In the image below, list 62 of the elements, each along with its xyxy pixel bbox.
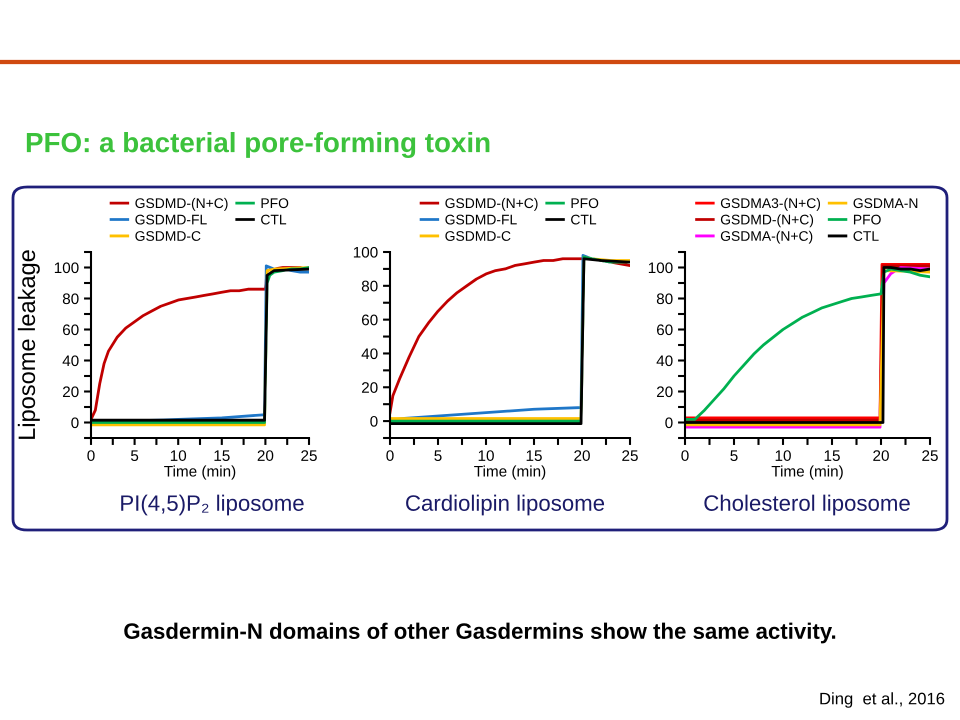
legend-label: PFO [572,198,598,208]
y-tick-label: 100 [354,246,378,258]
y-tick-label: 0 [665,417,673,428]
text: Ding et al., 2016 [820,692,944,708]
y-tick-label: 40 [62,355,79,366]
text: Cardiolipin liposome [406,494,604,516]
x-tick-label: 20 [574,450,590,462]
y-tick-label: 40 [362,348,378,360]
legend-label: CTL [261,214,286,224]
legend-label: PFO [854,214,881,224]
x-tick-label: 10 [478,450,494,462]
y-tick-label: 60 [656,324,673,336]
x-tick-label: 5 [130,450,138,462]
y-tick-label: 80 [656,293,673,304]
y-tick-label: 20 [362,382,378,393]
legend-label: GSDMD-(N+C) [720,214,814,228]
x-axis-title: Time (min) [772,465,843,480]
legend-label: GSDMD-C [445,231,511,241]
legend-label: GSDMD-(N+C) [135,198,228,211]
x-tick-label: 15 [214,450,230,462]
text: PFO: a bacterial pore-forming toxin [26,132,490,158]
x-axis-title: Time (min) [164,465,236,480]
text: Gasdermin-N domains of other Gasdermins show the same activity. [124,622,836,644]
legend-label: GSDMD-FL [135,214,207,224]
legend-label: GSDMA-(N+C) [720,230,812,244]
text: PI(4,5)P₂ liposome [121,494,304,516]
legend-label: PFO [262,198,288,208]
y-tick-label: 20 [656,386,673,398]
y-tick-label: 100 [648,262,673,274]
x-tick-label: 10 [170,450,186,462]
y-tick-label: 60 [362,314,378,326]
legend-label: CTL [571,214,596,224]
y-tick-label: 40 [656,355,673,366]
legend-label: GSDMA-N [854,198,918,208]
x-axis-title: Time (min) [474,465,546,480]
x-tick-label: 5 [730,450,738,462]
y-tick-label: 60 [62,324,79,336]
x-tick-label: 0 [87,450,95,462]
x-tick-label: 0 [386,450,394,462]
y-tick-label: 20 [62,386,79,398]
y-tick-label: 0 [370,416,378,427]
x-tick-label: 0 [681,450,689,462]
y-tick-label: 100 [54,262,79,274]
y-tick-label: 80 [62,293,79,304]
text: Cholesterol liposome [704,494,910,516]
legend-label: GSDMD-C [135,231,201,241]
x-tick-label: 5 [434,450,442,462]
legend-label: GSDMD-FL [445,214,517,224]
y-axis-title: Liposome leakage [18,250,40,439]
legend-label: GSDMA3-(N+C) [720,198,820,211]
x-tick-label: 25 [622,450,638,462]
legend-label: CTL [854,231,879,241]
x-tick-label: 20 [258,450,274,462]
x-tick-label: 20 [873,450,889,462]
x-tick-label: 15 [526,450,542,462]
legend-label: GSDMD-(N+C) [445,198,538,211]
x-tick-label: 25 [922,450,938,462]
x-tick-label: 15 [824,450,840,462]
x-tick-label: 25 [301,450,317,462]
y-tick-label: 80 [362,280,378,292]
x-tick-label: 10 [776,450,791,462]
y-tick-label: 0 [71,417,79,428]
